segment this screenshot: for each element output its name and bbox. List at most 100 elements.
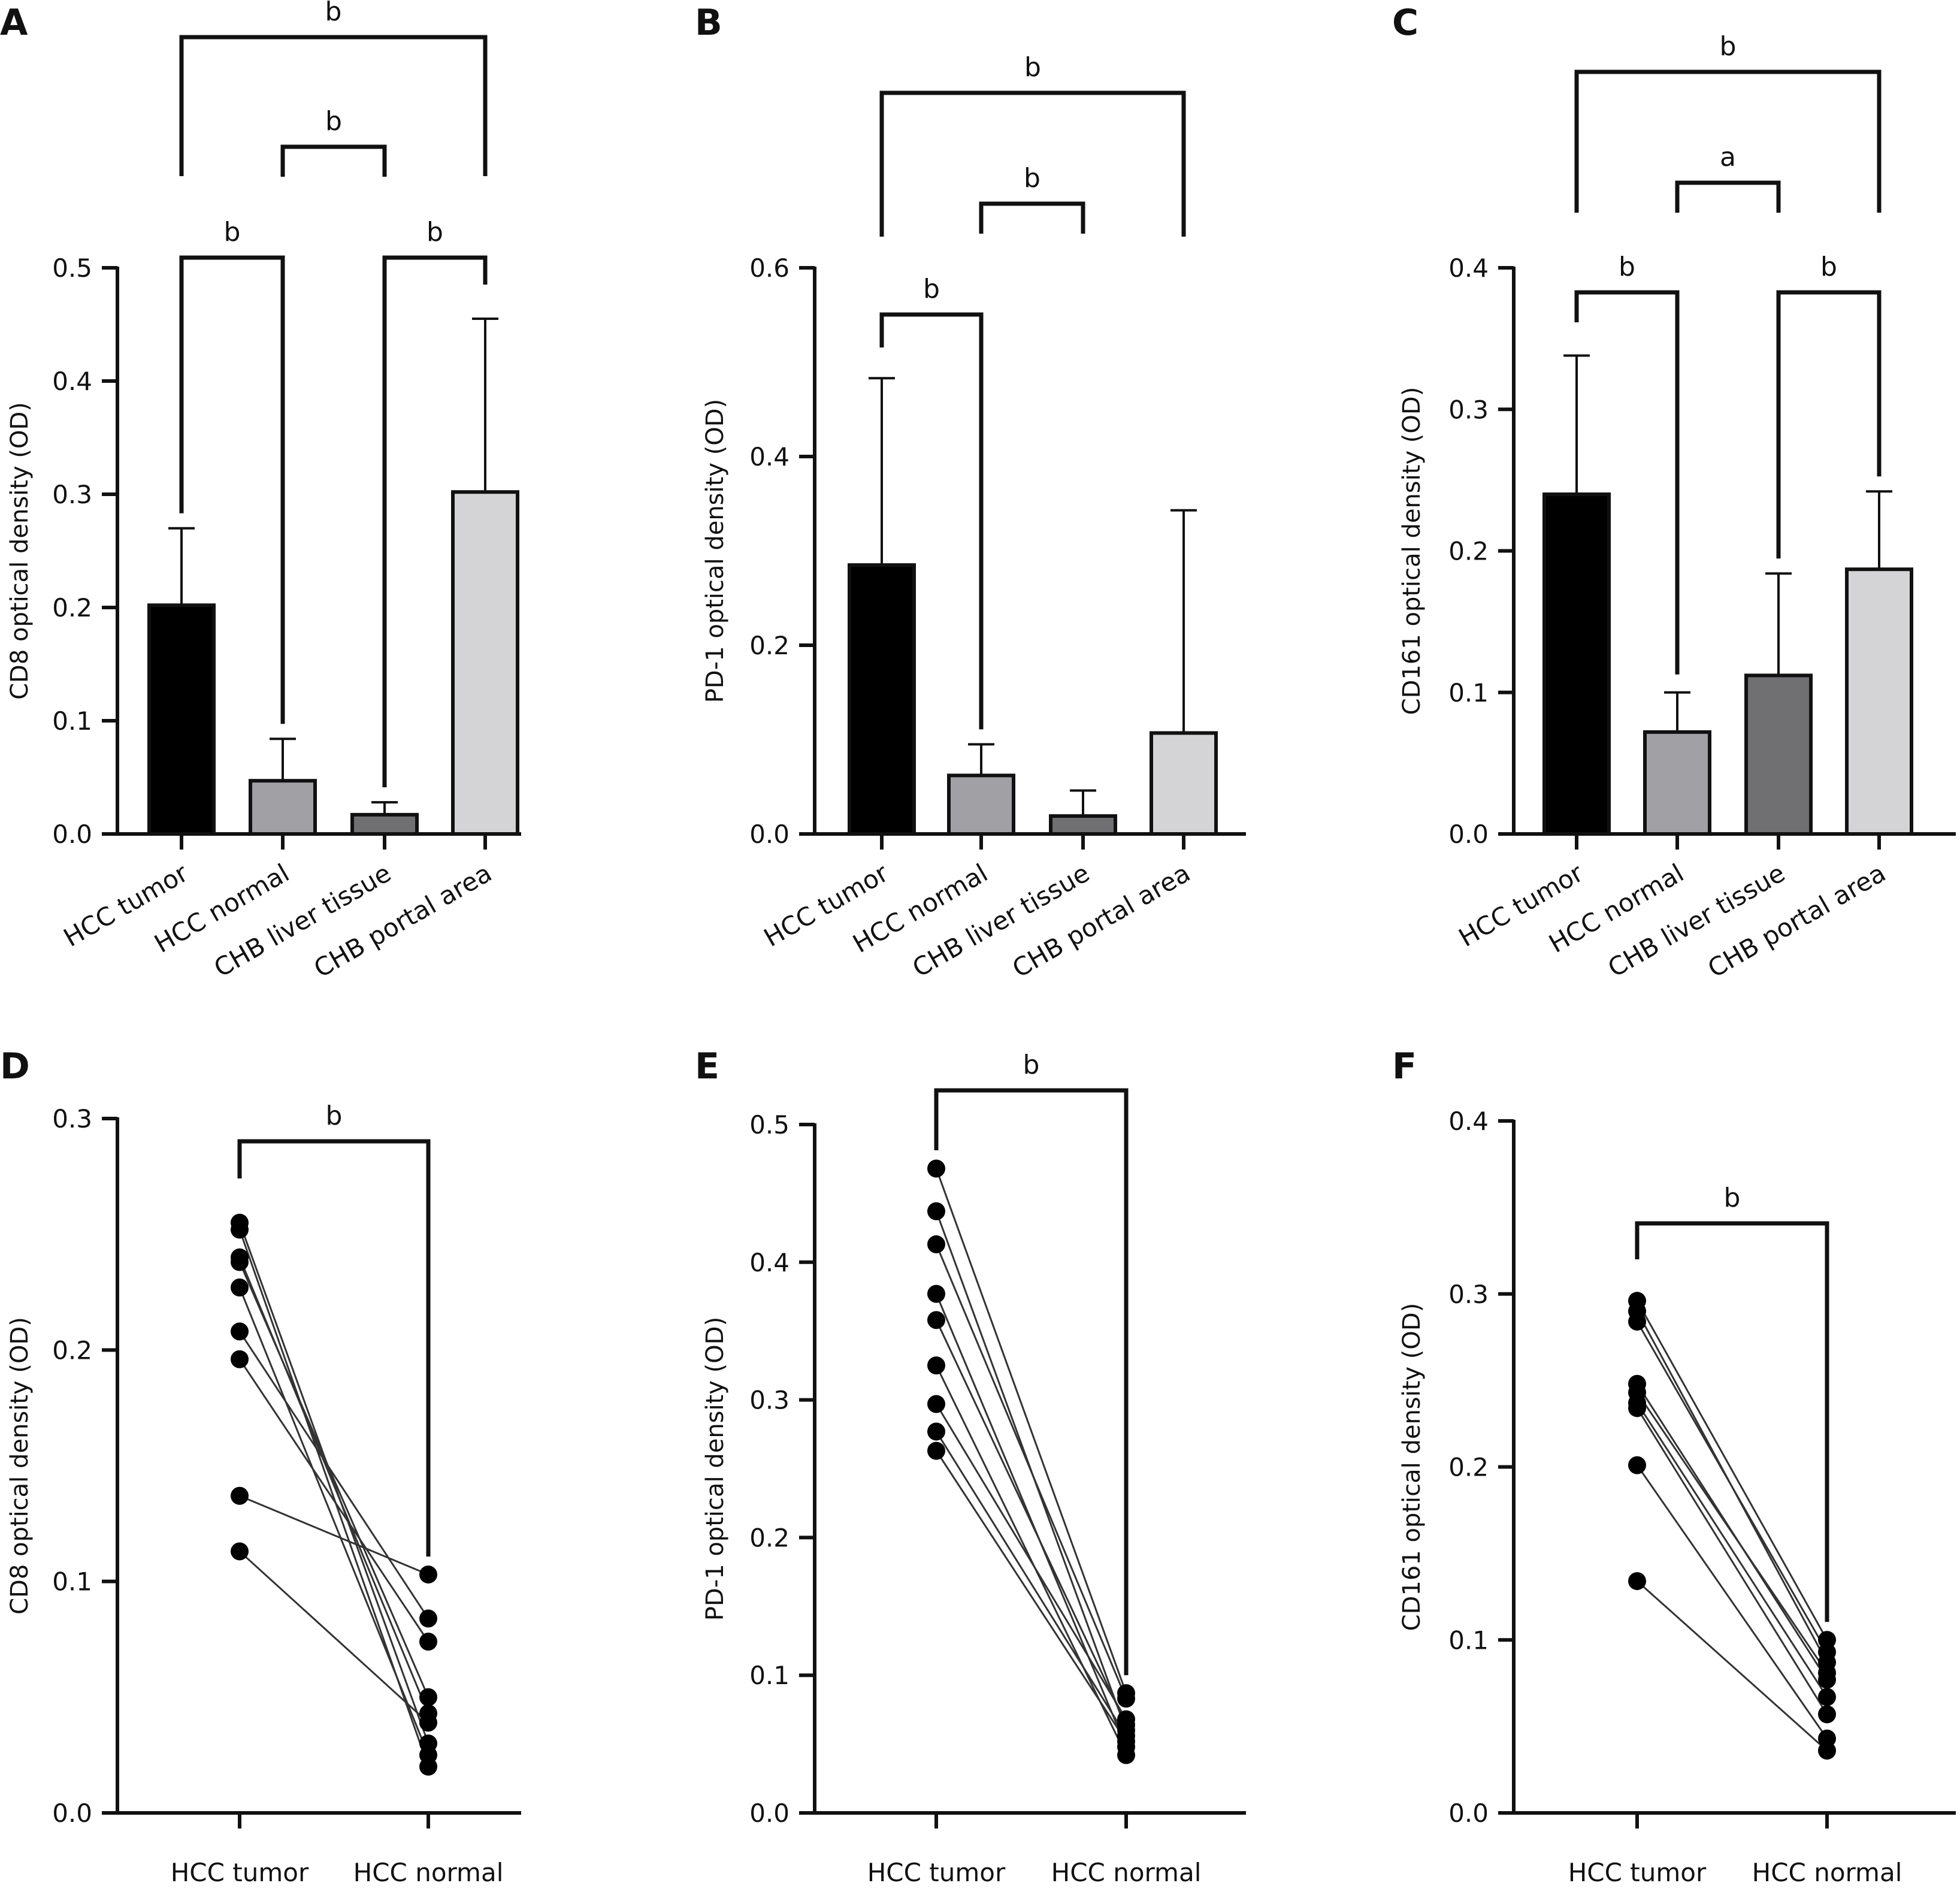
significance-bracket	[934, 1088, 1129, 1676]
y-tick-label: 0.2	[1448, 537, 1489, 566]
pair-line	[1636, 1402, 1828, 1698]
y-tick-label: 0.1	[749, 1661, 790, 1690]
y-tick-label: 0.1	[1448, 678, 1489, 708]
category-label: HCC tumor	[1568, 1858, 1707, 1887]
point-hcc-normal	[1818, 1643, 1836, 1661]
y-tick-label: 0.0	[52, 1799, 92, 1828]
point-hcc-normal	[1818, 1742, 1836, 1760]
pair-line	[935, 1168, 1127, 1694]
y-tick-label: 0.6	[749, 253, 790, 283]
panel-D: D 0.0 0.1 0.2 0.3 CD8 optical density (OD) HCC…	[0, 1045, 521, 1887]
point-hcc-tumor	[1628, 1456, 1646, 1474]
bar	[147, 603, 216, 836]
panel-letter: A	[0, 2, 28, 44]
pair-line	[935, 1244, 1127, 1699]
y-tick-label: 0.0	[1448, 1799, 1489, 1828]
significance-bracket	[280, 144, 387, 177]
pair-line	[238, 1551, 429, 1724]
pair-line	[935, 1403, 1127, 1720]
significance-label: b	[1024, 52, 1041, 83]
panel-letter: E	[695, 1045, 719, 1087]
significance-label: b	[1724, 1183, 1741, 1213]
pair-line	[1636, 1321, 1828, 1653]
point-hcc-tumor	[1628, 1399, 1646, 1417]
point-hcc-tumor	[927, 1159, 945, 1178]
panel-letter: D	[0, 1045, 30, 1087]
y-axis-label: CD161 optical density (OD)	[1398, 387, 1426, 715]
panel-B: B0.00.20.40.6PD-1 optical density (OD)HC…	[695, 2, 1246, 983]
y-tick-label: 0.3	[52, 480, 92, 509]
panel-C: C 0.0 0.1 0.2 0.3 0.4 CD161 optical density (O…	[1392, 2, 1956, 983]
y-tick-label: 0.3	[1448, 395, 1489, 424]
point-hcc-normal	[1818, 1688, 1836, 1706]
y-tick-label: 0.3	[1448, 1280, 1489, 1309]
panel-letter: F	[1392, 1045, 1417, 1087]
significance-label: b	[1720, 31, 1737, 62]
pair-line	[239, 1495, 429, 1576]
significance-label: b	[1820, 252, 1837, 282]
y-axis-label: CD8 optical density (OD)	[6, 402, 34, 700]
category-label: CHB portal area	[1008, 858, 1195, 983]
point-hcc-normal	[1117, 1732, 1135, 1751]
pair-line	[1636, 1464, 1828, 1739]
bar	[1845, 567, 1913, 836]
y-tick-label: 0.5	[52, 253, 92, 283]
pair-line	[1636, 1300, 1828, 1640]
bar	[947, 773, 1015, 836]
point-hcc-tumor	[231, 1279, 249, 1297]
pair-line	[1636, 1407, 1828, 1715]
y-tick-label: 0.2	[749, 1523, 790, 1552]
y-axis-label: PD-1 optical density (OD)	[701, 399, 729, 703]
y-tick-label: 0.0	[1448, 820, 1489, 849]
panel-A: A 0.0 0.1 0.2 0.3 0.4 0.5 CD8 optical density (…	[0, 0, 521, 983]
point-hcc-normal	[1117, 1746, 1135, 1764]
bar	[848, 563, 916, 836]
pair-line	[238, 1331, 429, 1619]
point-hcc-normal	[1117, 1689, 1135, 1708]
y-tick-label: 0.1	[52, 706, 92, 736]
y-tick-label: 0.2	[52, 1335, 92, 1365]
category-label: HCC normal	[1051, 1858, 1202, 1887]
y-tick-label: 0.3	[52, 1104, 92, 1134]
panel-letter: B	[695, 2, 722, 44]
significance-label: b	[1024, 163, 1041, 194]
significance-bracket	[1635, 1221, 1829, 1622]
significance-bracket	[1574, 69, 1882, 213]
y-tick-label: 0.2	[52, 593, 92, 622]
pair-line	[1636, 1392, 1828, 1673]
significance-label: a	[1720, 142, 1736, 173]
pair-line	[238, 1261, 429, 1698]
significance-bracket	[1574, 290, 1680, 675]
bar	[1643, 730, 1711, 836]
category-label: CHB liver tissue	[908, 858, 1094, 983]
bar	[1744, 673, 1813, 836]
y-tick-label: 0.1	[1448, 1625, 1489, 1655]
significance-label: b	[224, 217, 241, 247]
point-hcc-normal	[419, 1688, 437, 1706]
point-hcc-normal	[1818, 1705, 1836, 1724]
point-hcc-normal	[1818, 1664, 1836, 1682]
significance-bracket	[382, 255, 488, 788]
y-axis-label: CD161 optical density (OD)	[1398, 1303, 1426, 1631]
y-axis-label: PD-1 optical density (OD)	[701, 1317, 729, 1621]
significance-label: b	[325, 0, 342, 27]
point-hcc-tumor	[927, 1235, 945, 1253]
y-tick-label: 0.4	[52, 367, 92, 396]
y-tick-label: 0.1	[52, 1567, 92, 1597]
point-hcc-tumor	[927, 1441, 945, 1460]
panel-F: F 0.0 0.1 0.2 0.3 0.4 CD161 optical density (O…	[1392, 1045, 1956, 1887]
point-hcc-tumor	[231, 1220, 249, 1239]
point-hcc-tumor	[231, 1542, 249, 1561]
panel-letter: C	[1392, 2, 1418, 44]
significance-label: b	[325, 106, 342, 137]
significance-label: b	[1023, 1050, 1040, 1080]
y-tick-label: 0.2	[1448, 1453, 1489, 1482]
y-tick-label: 0.4	[1448, 253, 1489, 283]
category-label: CHB liver tissue	[209, 858, 396, 983]
significance-bracket	[979, 201, 1085, 234]
point-hcc-normal	[419, 1609, 437, 1628]
significance-bracket	[179, 255, 285, 724]
category-label: HCC tumor	[867, 1858, 1006, 1887]
y-tick-label: 0.4	[749, 1248, 790, 1277]
